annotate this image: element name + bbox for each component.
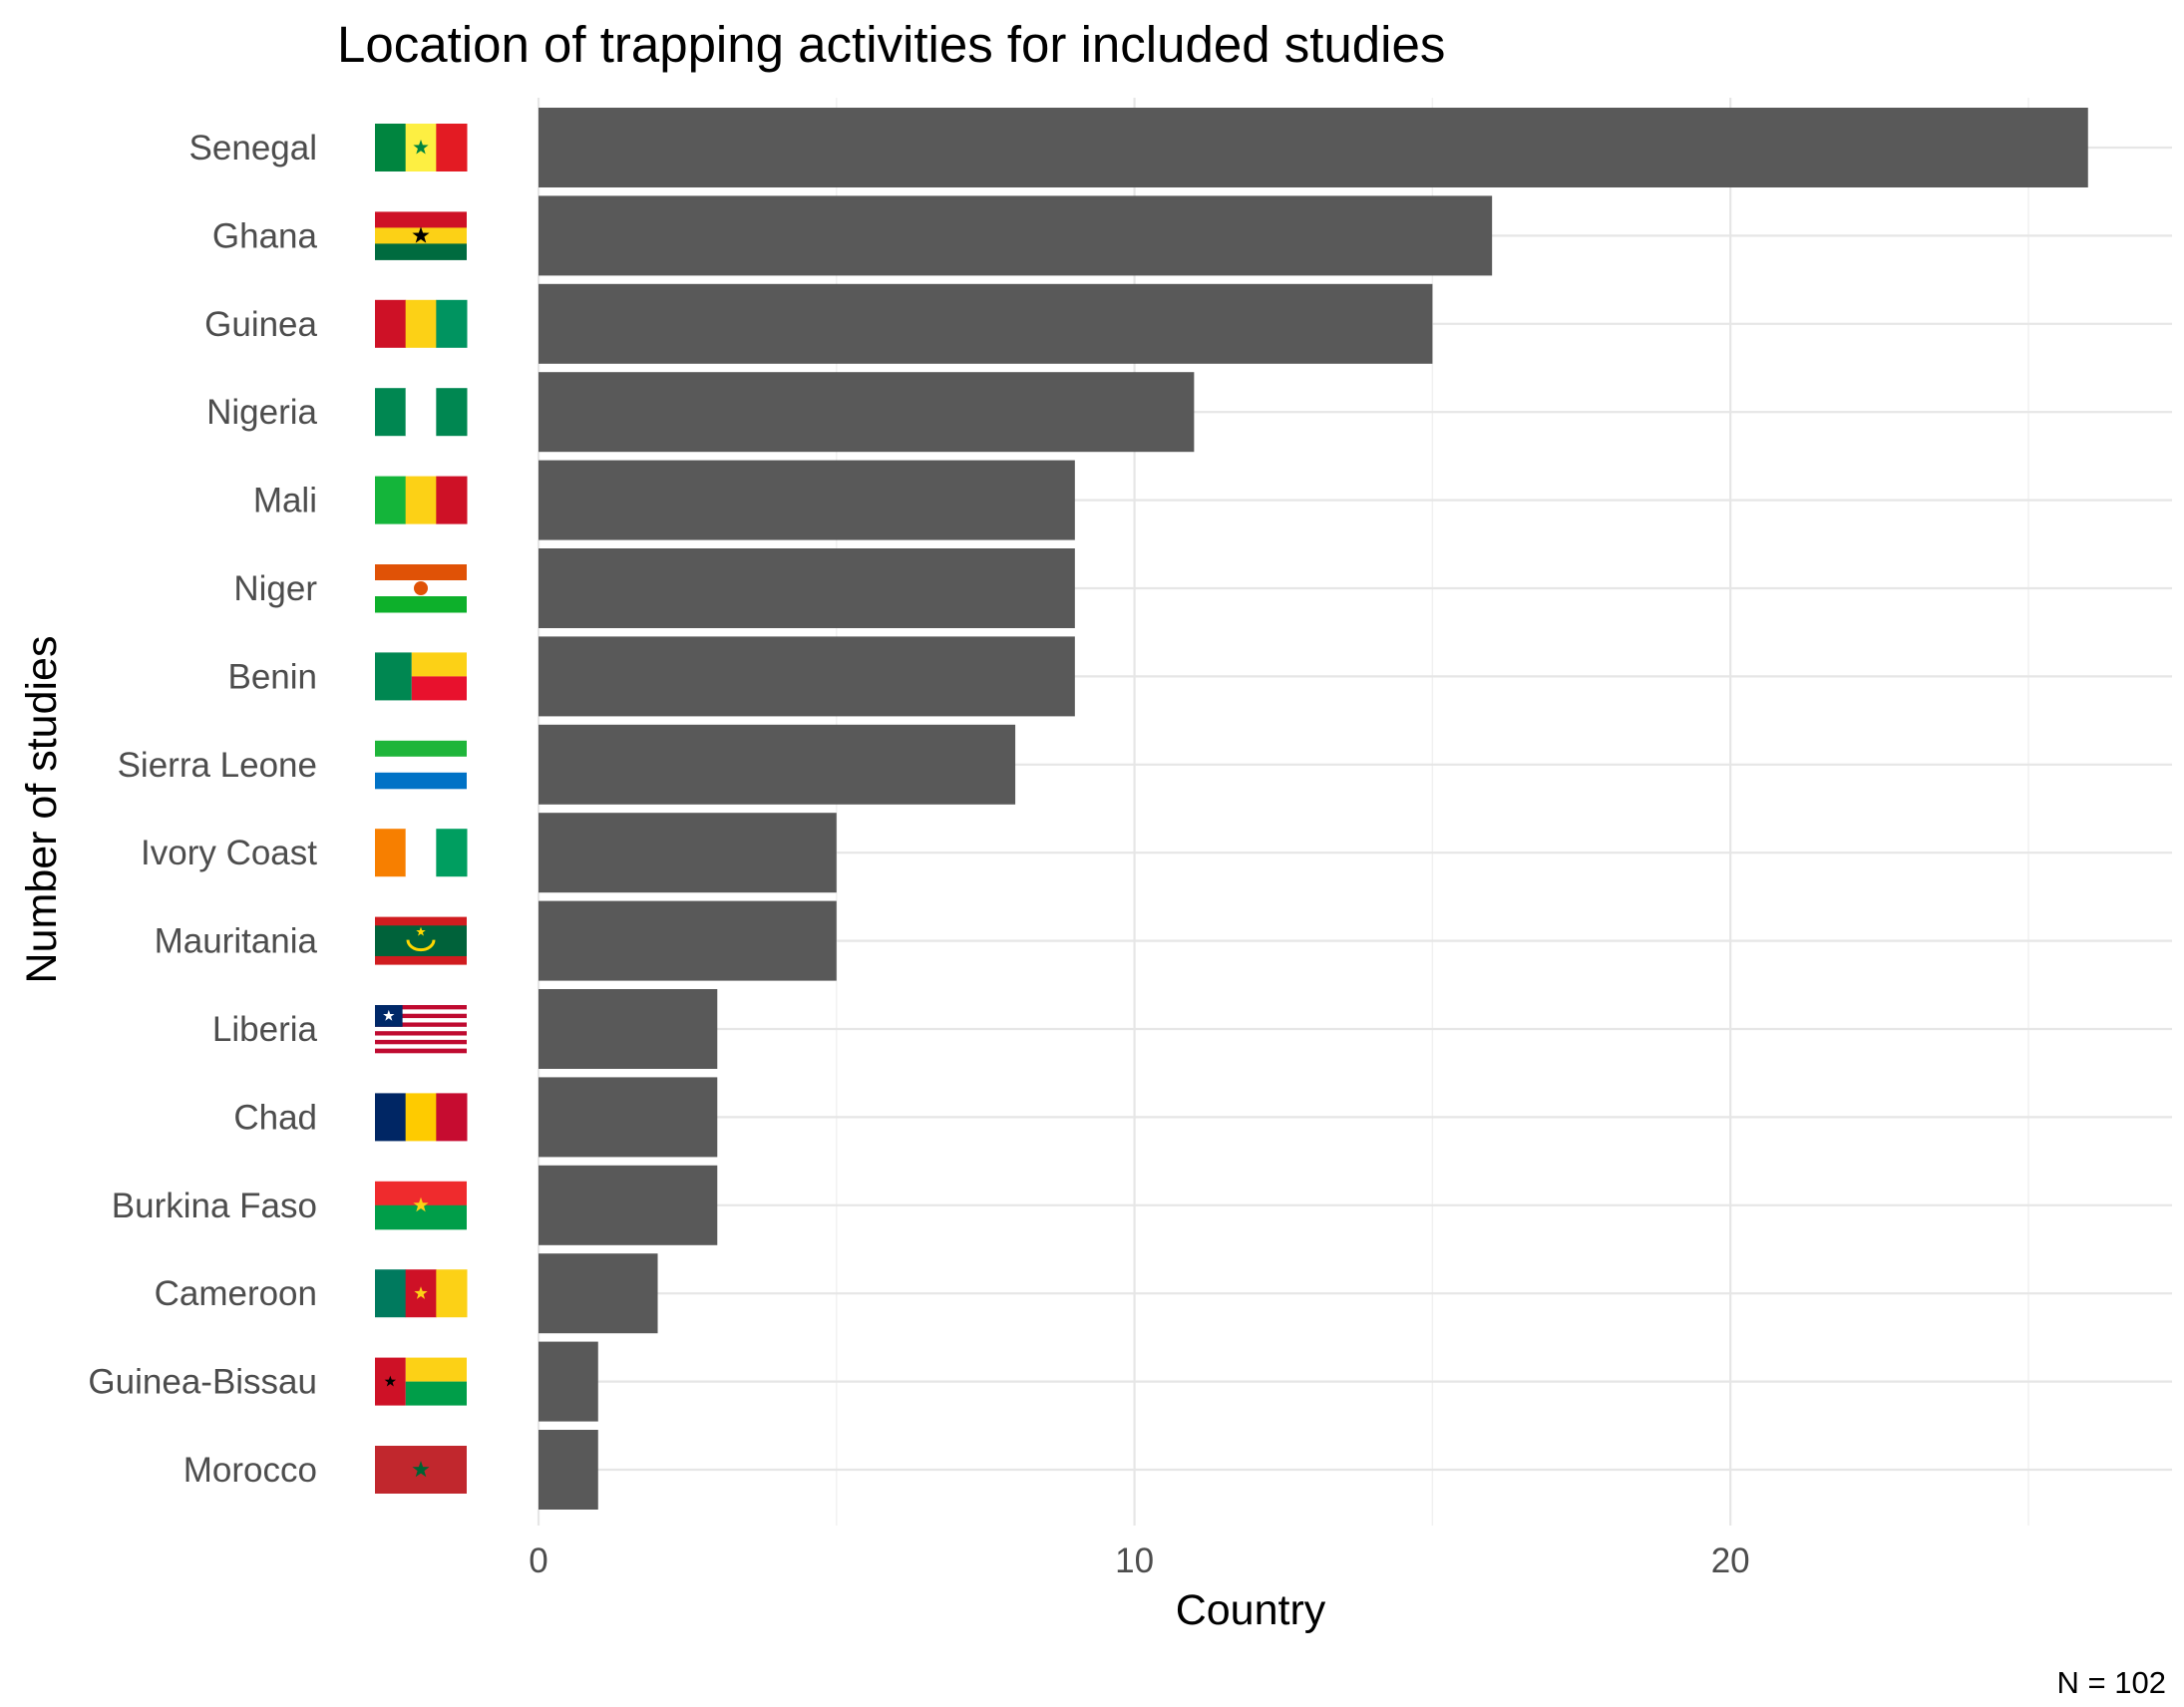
flag-nigeria-icon [375, 388, 468, 437]
flag-ivory-coast-icon [375, 829, 468, 877]
bar-morocco [539, 1430, 598, 1510]
x-tick-label: 0 [529, 1541, 547, 1580]
chart-title: Location of trapping activities for incl… [337, 16, 1445, 73]
x-tick-label: 10 [1115, 1541, 1154, 1580]
y-tick-label: Cameroon [155, 1274, 317, 1313]
bars [539, 108, 2088, 1510]
bar-cameroon [539, 1253, 658, 1334]
flags [375, 124, 468, 1494]
y-tick-label: Mali [253, 482, 317, 520]
bar-liberia [539, 989, 718, 1069]
y-tick-label: Mauritania [155, 922, 318, 961]
y-tick-label: Guinea-Bissau [88, 1363, 317, 1402]
bar-nigeria [539, 372, 1195, 453]
flag-chad-icon [375, 1093, 468, 1142]
y-tick-label: Benin [227, 657, 317, 696]
flag-guinea-bissau-icon [375, 1357, 467, 1406]
bar-sierra-leone [539, 724, 1016, 805]
bar-ivory-coast [539, 813, 837, 893]
y-tick-label: Sierra Leone [118, 746, 317, 785]
y-tick-label: Nigeria [206, 393, 317, 432]
x-tick-labels: 0 10 20 [529, 1541, 1749, 1580]
y-tick-label: Liberia [212, 1010, 318, 1049]
bar-chad [539, 1077, 718, 1158]
y-tick-label: Senegal [189, 129, 317, 168]
bar-senegal [539, 108, 2088, 187]
y-tick-label: Chad [233, 1098, 317, 1137]
y-tick-label: Morocco [183, 1451, 317, 1490]
bar-guinea-bissau [539, 1341, 598, 1422]
bar-niger [539, 548, 1075, 628]
flag-cameroon-icon [375, 1269, 468, 1318]
flag-liberia-icon [375, 1005, 467, 1054]
flag-guinea-icon [375, 299, 468, 348]
flag-niger-icon [375, 564, 467, 613]
y-axis-title: Number of studies [18, 636, 66, 984]
y-tick-label: Ivory Coast [141, 834, 317, 872]
flag-sierra-leone-icon [375, 740, 467, 790]
flag-mauritania-icon [375, 916, 467, 965]
flag-mali-icon [375, 476, 468, 524]
bar-ghana [539, 195, 1493, 276]
flag-senegal-icon [375, 124, 468, 171]
x-tick-label: 20 [1711, 1541, 1750, 1580]
flag-ghana-icon [375, 211, 467, 260]
y-tick-label: Ghana [212, 216, 318, 255]
flag-burkina-faso-icon [375, 1181, 467, 1230]
x-axis-title: Country [1176, 1586, 1326, 1634]
y-tick-label: Guinea [204, 305, 317, 344]
bar-burkina-faso [539, 1165, 718, 1245]
sample-size-caption: N = 102 [2057, 1665, 2166, 1700]
flag-benin-icon [375, 652, 467, 701]
y-tick-label: Burkina Faso [112, 1187, 317, 1225]
bar-guinea [539, 283, 1433, 364]
y-tick-label: Niger [233, 569, 317, 608]
bar-benin [539, 636, 1075, 717]
bar-mauritania [539, 900, 837, 981]
flag-morocco-icon [375, 1446, 467, 1494]
y-tick-labels: Senegal Ghana Guinea Nigeria Mali Niger Benin S… [88, 129, 317, 1490]
bar-mali [539, 460, 1075, 540]
